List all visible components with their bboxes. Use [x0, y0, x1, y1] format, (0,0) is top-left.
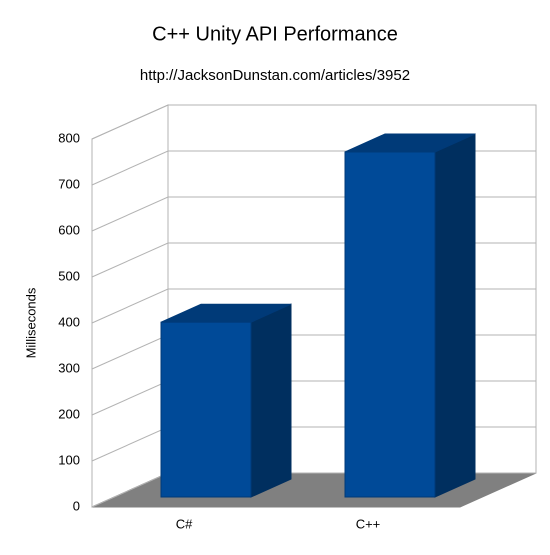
grid-line [91, 104, 536, 140]
bar-side [250, 303, 292, 498]
y-tick-label: 600 [58, 222, 80, 237]
bar [160, 321, 252, 498]
bar [344, 151, 436, 498]
chart-title: C++ Unity API Performance [152, 23, 398, 45]
y-axis-label: Milliseconds [23, 287, 38, 358]
x-tick-label: C++ [356, 516, 381, 531]
y-tick-label: 0 [73, 498, 80, 513]
y-tick-label: 500 [58, 268, 80, 283]
y-tick-label: 100 [58, 452, 80, 467]
y-tick-label: 200 [58, 406, 80, 421]
bar-side [434, 133, 476, 498]
y-tick-label: 300 [58, 360, 80, 375]
y-tick-label: 800 [58, 130, 80, 145]
y-tick-label: 400 [58, 314, 80, 329]
y-tick-label: 700 [58, 176, 80, 191]
chart-subtitle: http://JacksonDunstan.com/articles/3952 [140, 67, 410, 84]
x-tick-label: C# [176, 516, 193, 531]
